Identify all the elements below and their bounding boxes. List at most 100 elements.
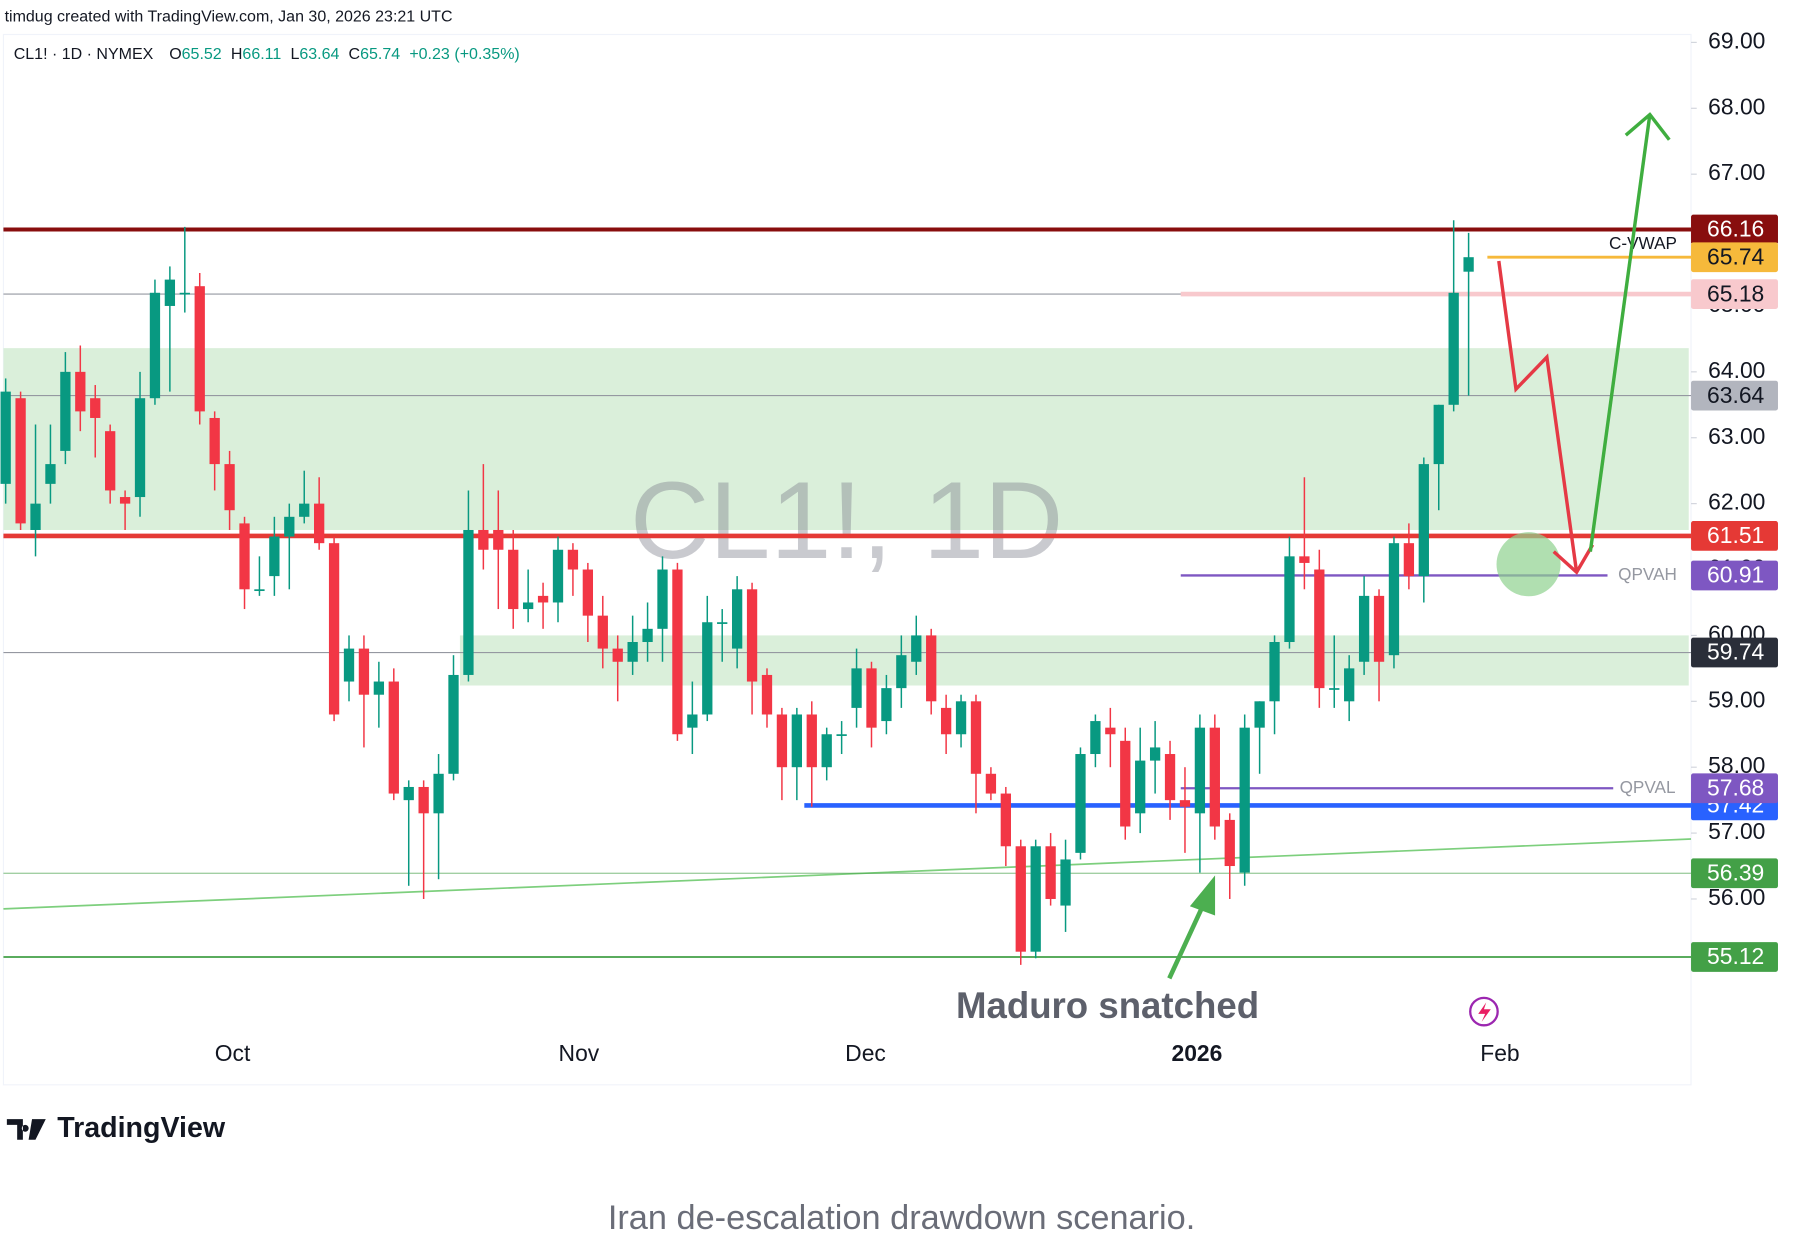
candle-body [358, 648, 370, 695]
candle-body [687, 714, 698, 728]
candle-body [1299, 556, 1310, 563]
candle-body [119, 497, 131, 504]
price-badge-label: 63.64 [1707, 382, 1765, 408]
candle-body [493, 529, 504, 550]
candle-body [1448, 292, 1459, 405]
rally-arrow [1588, 114, 1652, 552]
y-tick-label: 59.00 [1708, 686, 1765, 712]
candle-body [448, 674, 459, 774]
candle-body [1135, 760, 1146, 814]
candle-body [552, 549, 564, 603]
event-icon [1469, 996, 1499, 1027]
annotation-arrow-head [1189, 875, 1216, 916]
candle-body [1105, 727, 1116, 735]
candle-body [1120, 740, 1131, 827]
candle-body [1463, 257, 1474, 272]
legend-change-pct: (+0.35%) [454, 46, 519, 63]
x-tick-label: Dec [845, 1040, 886, 1066]
price-badge-label: 57.68 [1707, 774, 1764, 800]
candle-body [1358, 595, 1370, 662]
legend-change: +0.23 [409, 46, 450, 63]
candle-body [597, 615, 608, 649]
candle-body [642, 628, 653, 643]
candle-body [791, 714, 802, 768]
candle-body [194, 286, 205, 412]
candle-body [1403, 543, 1415, 577]
candle-body [164, 279, 176, 306]
candle-body [1329, 688, 1340, 690]
legend-key: C [349, 46, 361, 63]
candle-body [328, 543, 340, 715]
price-badge [1691, 242, 1778, 273]
candle-body [731, 589, 743, 649]
candle-body [1060, 859, 1071, 906]
price-badge-label: 65.18 [1707, 280, 1764, 306]
drawdown-arrow [1497, 260, 1579, 573]
price-badge [1691, 279, 1778, 309]
candle-body [134, 398, 146, 498]
candle-body [806, 714, 817, 768]
candle-body [45, 464, 56, 484]
candle-body [284, 516, 295, 537]
price-badge [1691, 214, 1778, 245]
candle-body [1269, 642, 1280, 702]
candle-body [761, 674, 773, 715]
price-badge-label: 66.16 [1707, 216, 1764, 242]
candle-body [1045, 846, 1056, 899]
legend-value: 63.64 [299, 46, 339, 63]
legend-key: H [231, 46, 243, 63]
candle-body [672, 569, 683, 735]
candle-body [522, 602, 534, 610]
candle-body [90, 398, 101, 418]
candle-body [582, 569, 594, 616]
zone [3, 348, 1689, 530]
candle-body [269, 536, 280, 577]
candle-body [1284, 556, 1295, 643]
candle-body [1388, 543, 1400, 656]
brand: TradingView [57, 1112, 226, 1144]
x-tick-label: Nov [559, 1040, 600, 1066]
level-name: QPVAH [1618, 564, 1677, 584]
candle-body [985, 773, 997, 794]
candle-body [1000, 793, 1011, 847]
x-tick-label: 2026 [1171, 1040, 1222, 1066]
y-tick-label: 63.00 [1708, 423, 1765, 449]
candle-body [955, 701, 967, 735]
candles [0, 220, 1474, 965]
legend-symbol: CL1! · 1D · NYMEX [14, 46, 154, 63]
candle-body [60, 371, 71, 451]
candle-body [463, 529, 474, 675]
candle-body [836, 734, 847, 736]
price-badge-label: 55.12 [1707, 943, 1764, 969]
candle-body [537, 595, 549, 603]
candle-body [508, 549, 519, 610]
candle-body [299, 503, 310, 517]
zone [459, 635, 1689, 686]
price-badge-label: 56.39 [1707, 859, 1764, 885]
price-badge [1691, 560, 1778, 591]
y-tick-label: 67.00 [1708, 159, 1765, 185]
price-badge-label: 59.74 [1707, 639, 1765, 665]
price-badge-label: 65.74 [1707, 243, 1765, 269]
candle-body [1209, 727, 1220, 827]
candle-body [314, 503, 325, 544]
y-tick-label: 56.00 [1708, 884, 1765, 910]
candle-body [1164, 754, 1176, 801]
legend-key: O [169, 46, 181, 63]
caption: Iran de-escalation drawdown scenario. [608, 1199, 1195, 1237]
badges: 66.16 C-VWAP 65.74 65.18 63.64 61.51 QPVAH 60.9… [1609, 214, 1778, 972]
legend: CL1! · 1D · NYMEX O65.52 H66.11 L63.64 C65.… [14, 46, 520, 63]
candle-body [717, 622, 728, 624]
candle-body [567, 549, 579, 570]
candle-body [209, 417, 220, 465]
candle-body [433, 773, 444, 814]
target-circle [1496, 532, 1561, 597]
candle-body [1314, 569, 1325, 689]
candle-body [149, 292, 161, 399]
price-badge [1691, 773, 1778, 804]
candle-body [254, 589, 265, 592]
candle-body [1015, 846, 1026, 952]
rally-arrow-head [1624, 112, 1671, 141]
candle-body [75, 371, 86, 412]
